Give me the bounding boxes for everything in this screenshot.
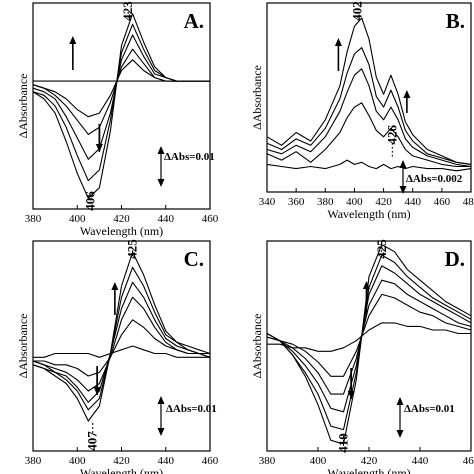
scale-bar-down-icon: [157, 428, 165, 436]
peak-label: 410: [336, 433, 351, 453]
peak-label: 423: [120, 1, 135, 21]
x-tick-label: 380: [25, 213, 42, 225]
panel-c: 380 400 420 440 460 Wavelength (nm) ΔAbsorbanc…: [16, 239, 219, 474]
series-line-4: [266, 265, 472, 413]
x-tick-label: 420: [113, 455, 130, 467]
scale-bar-up-icon: [399, 160, 407, 168]
trend-arrow-up-icon: [334, 38, 342, 46]
y-axis-label: ΔAbsorbance: [250, 313, 264, 378]
peak-label: 406: [83, 191, 98, 211]
x-tick-label: 340: [259, 196, 276, 208]
trend-arrow-down-icon: [347, 391, 355, 399]
x-axis-label: Wavelength (nm): [327, 466, 410, 474]
scale-bar-label: ΔAbs=0.01: [404, 403, 455, 415]
series-line-5: [32, 266, 210, 411]
x-tick-label: 440: [158, 455, 175, 467]
trend-arrow-down-icon: [93, 387, 101, 395]
x-tick-label: 400: [346, 196, 363, 208]
panel-letter: D.: [445, 247, 465, 271]
series-line-4: [266, 47, 472, 165]
x-tick-label: 380: [259, 455, 276, 467]
series-line-1: [33, 345, 210, 358]
x-tick-label: 460: [202, 455, 219, 467]
scale-bar-label: ΔAbs=0.002: [406, 173, 463, 185]
scale-bar-down-icon: [399, 186, 407, 194]
x-tick-label: 420: [361, 455, 378, 467]
series-line-5: [266, 17, 472, 165]
scale-bar-up-icon: [157, 146, 165, 154]
panel-letter: C.: [184, 247, 204, 271]
scale-bar-label: ΔAbs=0.01: [166, 403, 217, 415]
x-tick-label: 400: [310, 455, 327, 467]
x-tick-label: 400: [69, 455, 86, 467]
x-tick-label: 460: [434, 196, 451, 208]
x-tick-label: 480: [463, 196, 474, 208]
x-tick-label: 440: [412, 455, 429, 467]
panel-a: 380 400 420 440 460 Wavelength (nm) ΔAbsorbanc…: [16, 1, 219, 238]
peak-label: 402: [349, 1, 364, 21]
series-line-1: [266, 159, 472, 172]
x-tick-label: 400: [69, 213, 86, 225]
x-tick-label: 460: [463, 455, 474, 467]
panel-d: 380 400 420 440 460 Wavelength (nm) ΔAbsorbanc…: [250, 239, 474, 474]
trend-arrow-up-icon: [403, 90, 411, 98]
x-axis-label: Wavelength (nm): [327, 207, 410, 221]
x-tick-label: 380: [25, 455, 42, 467]
scale-bar-down-icon: [157, 179, 165, 187]
x-tick-label: 440: [404, 196, 421, 208]
trend-arrow-up-icon: [69, 36, 77, 44]
scale-bar-label: ΔAbs=0.01: [164, 151, 215, 163]
x-axis-label: Wavelength (nm): [80, 224, 163, 238]
scale-bar-up-icon: [396, 397, 404, 405]
x-tick-label: 420: [375, 196, 392, 208]
series-line-2: [266, 102, 471, 168]
series-line-3: [32, 296, 211, 392]
x-tick-label: 360: [288, 196, 305, 208]
peak-label: 407: [85, 431, 100, 451]
series-line-6: [32, 13, 210, 199]
y-axis-label: ΔAbsorbance: [16, 313, 30, 378]
scale-bar-up-icon: [157, 396, 165, 404]
x-tick-label: 420: [113, 213, 130, 225]
y-axis-label: ΔAbsorbance: [16, 73, 30, 138]
series-line-6: [266, 244, 472, 445]
x-tick-label: 380: [317, 196, 334, 208]
x-axis-label: Wavelength (nm): [80, 466, 163, 474]
panel-b: 340 360 380 400 420 440 460 480 Wavelength (nm) Δ…: [250, 1, 474, 221]
peak-label: 426: [384, 125, 399, 145]
series-line-1: [267, 322, 471, 352]
series-line-2: [266, 293, 472, 377]
panel-letter: A.: [184, 9, 204, 33]
trend-arrow-up-icon: [362, 281, 370, 289]
x-tick-label: 440: [158, 213, 175, 225]
plot-frame: [266, 2, 472, 193]
peak-label: 425: [125, 239, 140, 259]
series-line-4: [32, 281, 210, 403]
peak-label: 425: [374, 239, 389, 259]
series-line-6: [32, 251, 211, 422]
x-tick-label: 460: [202, 213, 219, 225]
plot-frame: [266, 240, 472, 452]
panel-letter: B.: [446, 9, 465, 33]
plot-frame: [32, 240, 211, 452]
y-axis-label: ΔAbsorbance: [250, 65, 264, 130]
series-line-3: [266, 68, 472, 168]
series-line-3: [266, 279, 472, 395]
trend-arrow-down-icon: [95, 144, 103, 152]
scale-bar-down-icon: [396, 430, 404, 438]
trend-arrow-up-icon: [111, 282, 119, 290]
